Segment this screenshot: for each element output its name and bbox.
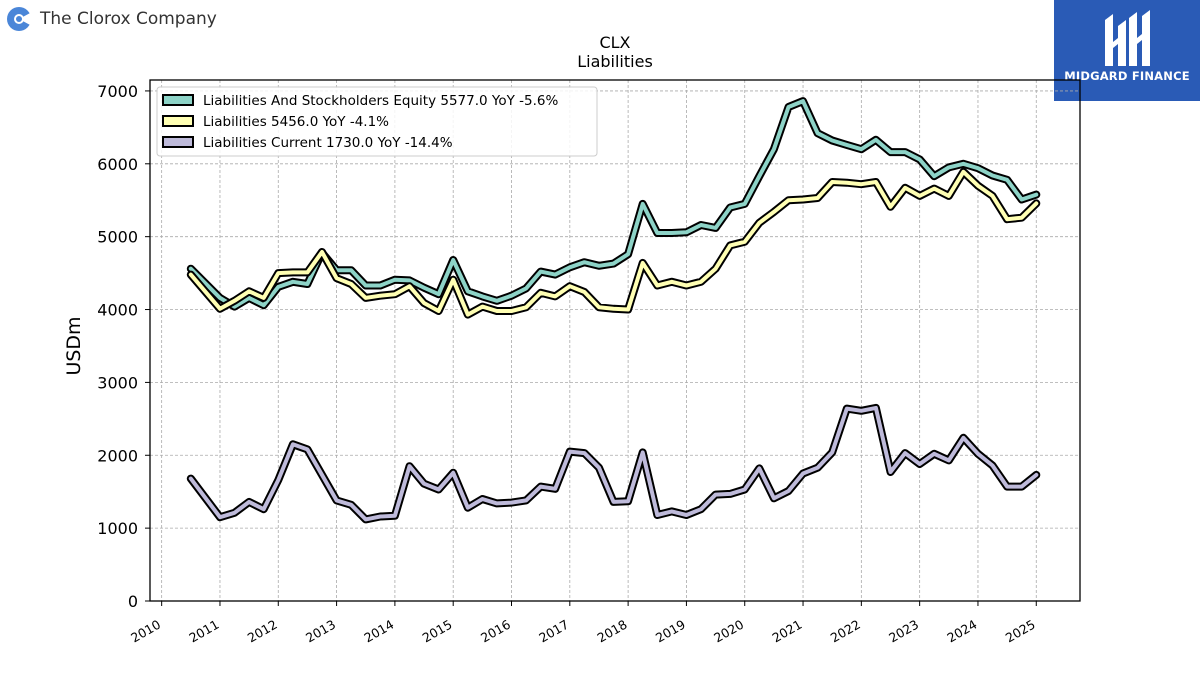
grid bbox=[150, 80, 1080, 602]
midgard-logo-icon bbox=[1105, 10, 1150, 66]
series-line-2 bbox=[188, 169, 1039, 317]
axis-ticks: 0 1000 2000 3000 4000 5000 6000 7000 2010 2011 201… bbox=[97, 82, 1037, 646]
x-tick-label: 2016 bbox=[478, 617, 513, 646]
y-axis-label: USDm bbox=[63, 316, 85, 375]
brand-name: MIDGARD FINANCE bbox=[1064, 69, 1190, 83]
legend-label: Liabilities Current 1730.0 YoY -14.4% bbox=[203, 135, 453, 151]
legend-label: Liabilities And Stockholders Equity 5577… bbox=[203, 93, 558, 109]
x-tick-label: 2022 bbox=[828, 617, 863, 646]
y-tick-label: 1000 bbox=[97, 519, 138, 538]
x-tick-label: 2017 bbox=[536, 617, 571, 646]
company-name: The Clorox Company bbox=[40, 9, 217, 29]
legend-box bbox=[156, 86, 598, 157]
x-tick-label: 2010 bbox=[128, 617, 163, 646]
plot-frame bbox=[149, 79, 1081, 602]
legend: Liabilities And Stockholders Equity 5577… bbox=[156, 86, 598, 157]
x-tick-label: 2021 bbox=[769, 617, 804, 646]
x-tick-label: 2011 bbox=[186, 617, 221, 646]
x-tick-label: 2014 bbox=[361, 617, 396, 646]
brand-badge: MIDGARD FINANCE bbox=[1054, 0, 1200, 101]
x-tick-label: 2019 bbox=[653, 617, 688, 646]
y-tick-label: 5000 bbox=[97, 228, 138, 247]
x-tick-label: 2025 bbox=[1003, 617, 1038, 646]
y-tick-label: 7000 bbox=[97, 82, 138, 101]
y-tick-label: 4000 bbox=[97, 301, 138, 320]
company-header: The Clorox Company bbox=[6, 5, 217, 33]
x-tick-label: 2013 bbox=[303, 617, 338, 646]
x-tick-label: 2015 bbox=[420, 617, 455, 646]
series-line-1 bbox=[188, 99, 1039, 309]
x-tick-label: 2023 bbox=[886, 617, 921, 646]
y-tick-label: 0 bbox=[128, 592, 138, 611]
y-tick-label: 6000 bbox=[97, 155, 138, 174]
chart-subtitle: Liabilities bbox=[577, 52, 653, 71]
chart-title: CLX bbox=[599, 33, 630, 52]
series-layer bbox=[186, 97, 1041, 524]
legend-swatch bbox=[162, 115, 194, 127]
x-tick-label: 2012 bbox=[245, 617, 280, 646]
legend-swatch bbox=[162, 136, 194, 148]
y-tick-label: 2000 bbox=[97, 446, 138, 465]
x-tick-label: 2020 bbox=[711, 617, 746, 646]
series-line-3 bbox=[188, 405, 1039, 522]
x-tick-label: 2018 bbox=[595, 617, 630, 646]
x-tick-label: 2024 bbox=[944, 617, 979, 646]
legend-label: Liabilities 5456.0 YoY -4.1% bbox=[203, 114, 389, 130]
legend-swatch bbox=[162, 94, 194, 106]
y-tick-label: 3000 bbox=[97, 373, 138, 392]
clorox-logo-icon bbox=[7, 7, 32, 31]
series-line-outline-2 bbox=[186, 167, 1041, 319]
